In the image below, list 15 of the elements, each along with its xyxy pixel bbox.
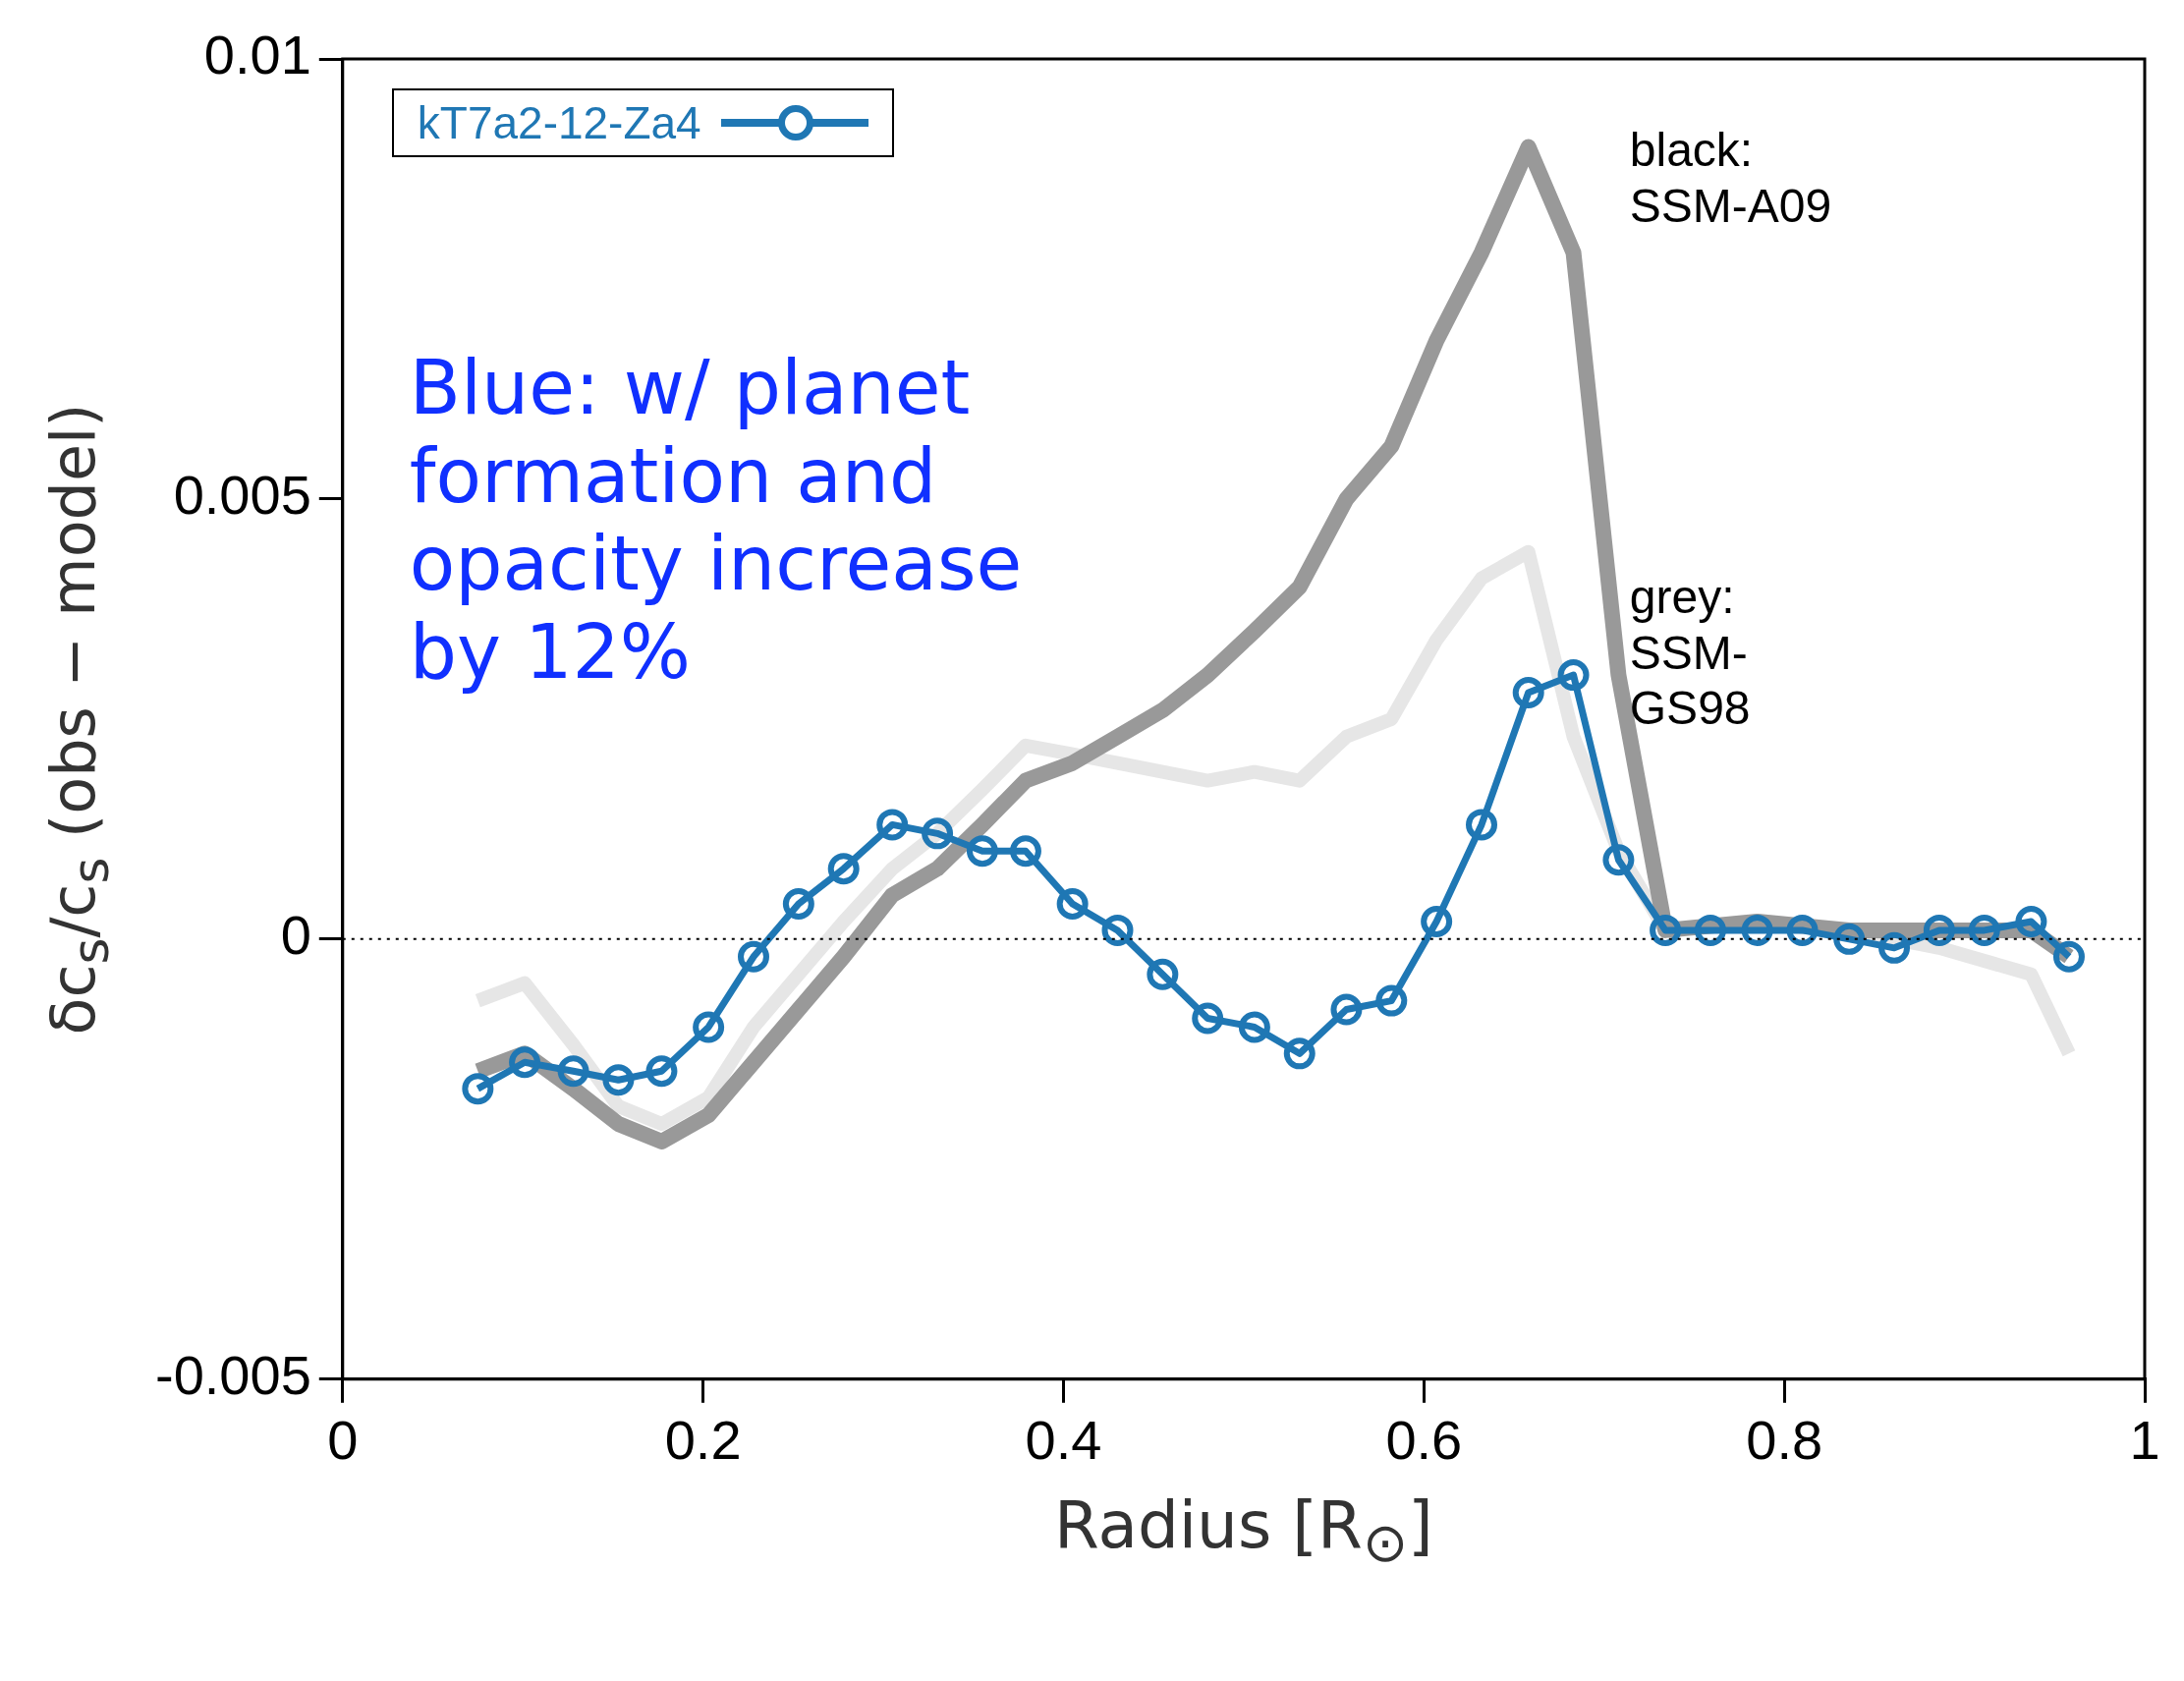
annotation: grey: SSM-GS98 <box>1629 570 1752 737</box>
x-tick-label: 0.2 <box>664 1408 742 1471</box>
legend-label: kT7a2-12-Za4 <box>417 96 701 149</box>
x-tick-label: 0 <box>327 1408 359 1471</box>
x-tick-label: 0.4 <box>1025 1408 1102 1471</box>
x-tick-label: 0.8 <box>1746 1408 1823 1471</box>
x-axis-title: Radius [R$_{⊙}$] <box>1054 1486 1433 1574</box>
annotation: black: SSM-A09 <box>1629 123 1833 234</box>
annotation: Blue: w/ planet formation and opacity increase by 12% <box>409 344 1024 697</box>
y-tick-label: 0 <box>280 904 311 967</box>
y-tick-label: -0.005 <box>154 1344 311 1407</box>
x-tick-label: 0.6 <box>1385 1408 1463 1471</box>
y-tick-label: 0.01 <box>203 24 311 86</box>
x-tick-label: 1 <box>2129 1408 2160 1471</box>
y-tick-label: 0.005 <box>173 464 311 527</box>
